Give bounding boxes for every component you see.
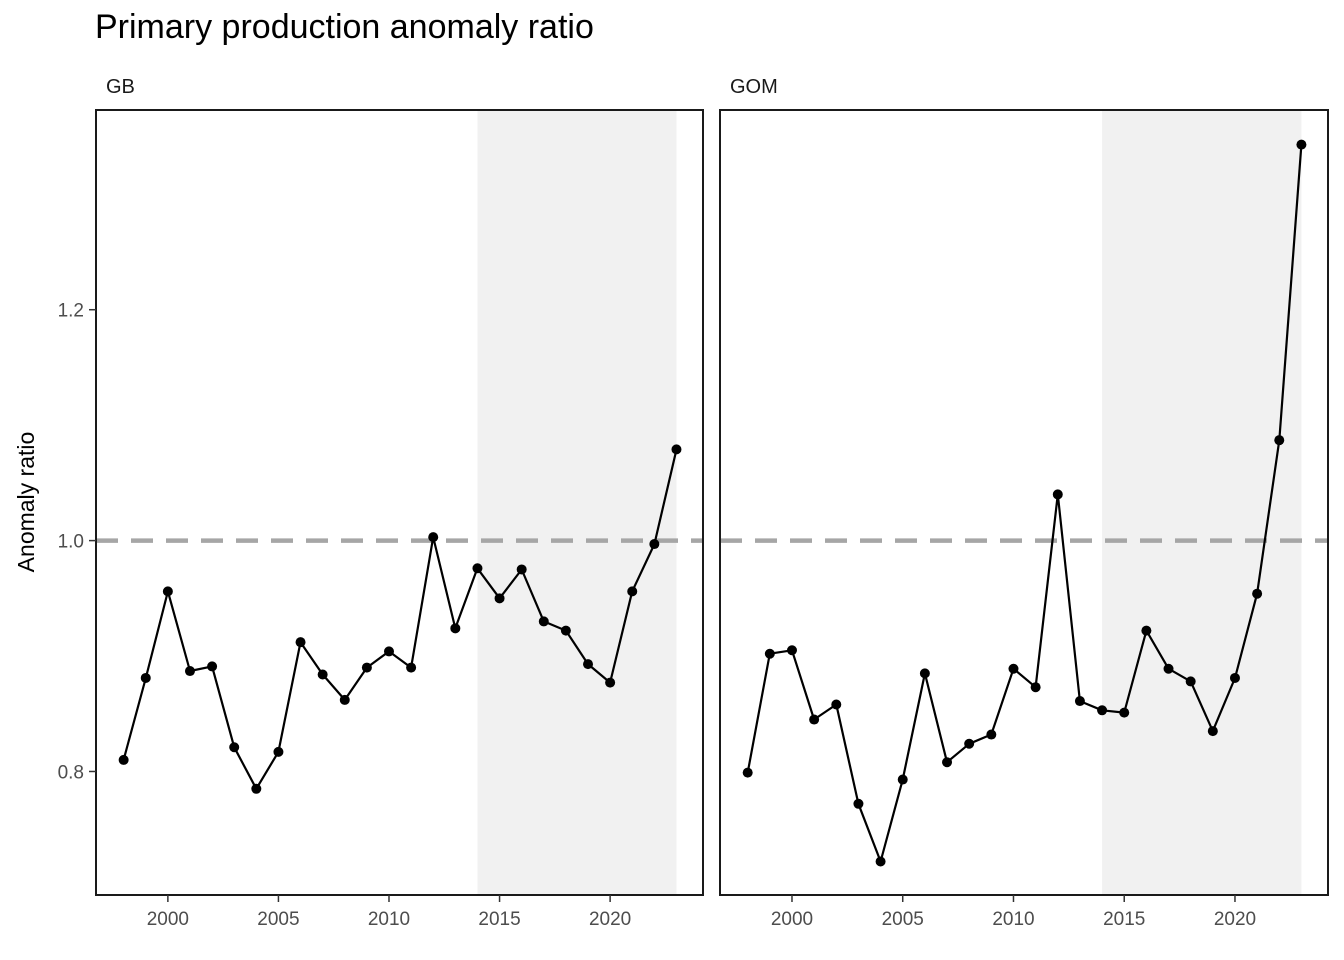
data-point [516, 564, 527, 575]
data-point [1252, 588, 1263, 599]
data-point [671, 444, 682, 455]
data-point [831, 699, 842, 710]
series-line [746, 144, 1303, 863]
panel-strip-label: GOM [730, 76, 778, 98]
data-point [1141, 625, 1152, 636]
data-point [1097, 705, 1108, 716]
panel-border [95, 109, 704, 896]
data-point [207, 661, 218, 672]
y-tick-label: 0.8 [58, 762, 84, 783]
data-point [1119, 707, 1130, 718]
data-point [627, 586, 638, 597]
data-point [273, 746, 284, 757]
data-point [875, 856, 886, 867]
x-tick-label: 2005 [257, 909, 299, 930]
data-point [1207, 726, 1218, 737]
data-point [339, 694, 350, 705]
chart-title: Primary production anomaly ratio [95, 8, 594, 46]
highlight-region [477, 110, 677, 895]
data-point [428, 532, 439, 543]
highlight-region [1102, 110, 1302, 895]
data-point [317, 669, 328, 680]
x-tick-label: 2000 [771, 909, 813, 930]
data-point [964, 738, 975, 749]
data-point [251, 783, 262, 794]
data-point [560, 625, 571, 636]
x-tick-label: 2010 [368, 909, 410, 930]
y-tick-label: 1.2 [58, 301, 84, 322]
data-point [1163, 663, 1174, 674]
data-point [897, 774, 908, 785]
data-point [472, 563, 483, 574]
x-tick-label: 2010 [992, 909, 1034, 930]
panel-gom: GOM 2000 2005 2010 2015 2020 [719, 76, 1329, 930]
panel-gb: GB 2000 2005 2010 2015 2020 0.8 1.0 1.2 [58, 76, 704, 930]
data-point [919, 668, 930, 679]
x-tick-label: 2020 [589, 909, 631, 930]
x-tick-label: 2005 [882, 909, 924, 930]
data-point [184, 666, 195, 677]
data-point [1052, 489, 1063, 500]
x-tick-label: 2015 [1103, 909, 1145, 930]
data-point [605, 677, 616, 688]
y-tick-label: 1.0 [58, 532, 84, 553]
y-axis-label: Anomaly ratio [13, 432, 39, 573]
data-point [809, 714, 820, 725]
data-point [764, 648, 775, 659]
data-point [140, 672, 151, 683]
data-point [1296, 139, 1307, 150]
data-point [162, 586, 173, 597]
panel-strip-label: GB [106, 76, 135, 98]
data-point [583, 659, 594, 670]
panel-border [719, 109, 1329, 896]
data-point [942, 757, 953, 768]
x-tick-label: 2020 [1214, 909, 1256, 930]
data-point [986, 729, 997, 740]
x-tick-label: 2000 [147, 909, 189, 930]
data-point [1229, 672, 1240, 683]
x-tick-label: 2015 [478, 909, 520, 930]
data-point [494, 593, 505, 604]
data-point [1185, 676, 1196, 687]
data-point [383, 646, 394, 657]
data-point [406, 662, 417, 673]
data-point [1274, 435, 1285, 446]
data-point [538, 616, 549, 627]
data-point [1074, 696, 1085, 707]
data-point [450, 623, 461, 634]
data-point [649, 539, 660, 550]
data-point [1030, 682, 1041, 693]
data-point [295, 637, 306, 648]
data-point [118, 754, 129, 765]
data-point [1008, 663, 1019, 674]
data-point [361, 662, 372, 673]
data-point [786, 645, 797, 656]
series-line [122, 449, 678, 790]
data-point [742, 767, 753, 778]
data-point [229, 742, 240, 753]
data-point [853, 798, 864, 809]
